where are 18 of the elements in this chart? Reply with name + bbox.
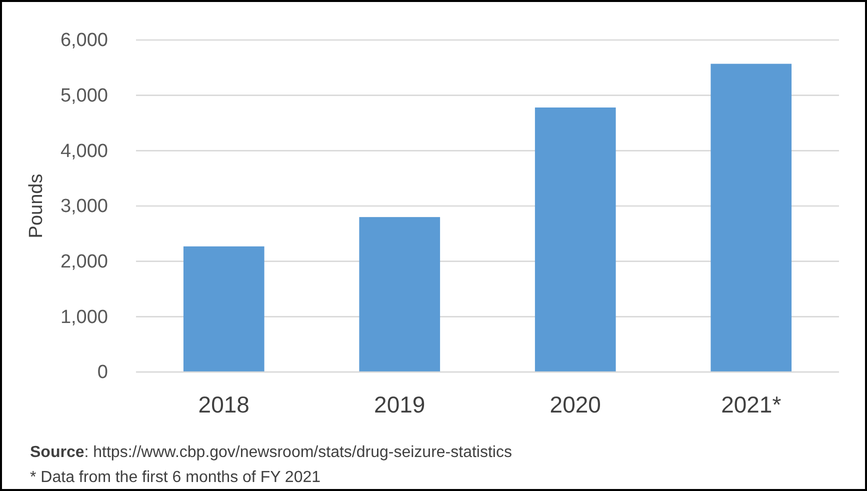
y-tick-label: 2,000	[60, 251, 108, 272]
x-tick-label: 2020	[550, 391, 601, 418]
y-tick-label: 3,000	[60, 196, 108, 218]
x-tick-label: 2019	[374, 391, 426, 418]
y-tick-label: 4,000	[60, 140, 108, 162]
bar	[710, 64, 792, 372]
bar	[534, 108, 616, 372]
source-note: Source: https://www.cbp.gov/newsroom/stats/drug-seizure-statistics	[30, 444, 512, 461]
y-axis-title: Pounds	[26, 174, 47, 238]
bar	[359, 217, 440, 372]
text: * Data from the first 6 months of FY 2021	[30, 469, 321, 486]
y-tick-label: 5,000	[60, 85, 108, 106]
x-tick-label: 2021*	[721, 391, 782, 418]
y-tick-label: 0	[97, 362, 108, 384]
y-tick-label: 6,000	[60, 30, 108, 52]
bar	[183, 246, 264, 372]
y-tick-label: 1,000	[60, 306, 108, 328]
x-tick-label: 2018	[198, 391, 250, 418]
